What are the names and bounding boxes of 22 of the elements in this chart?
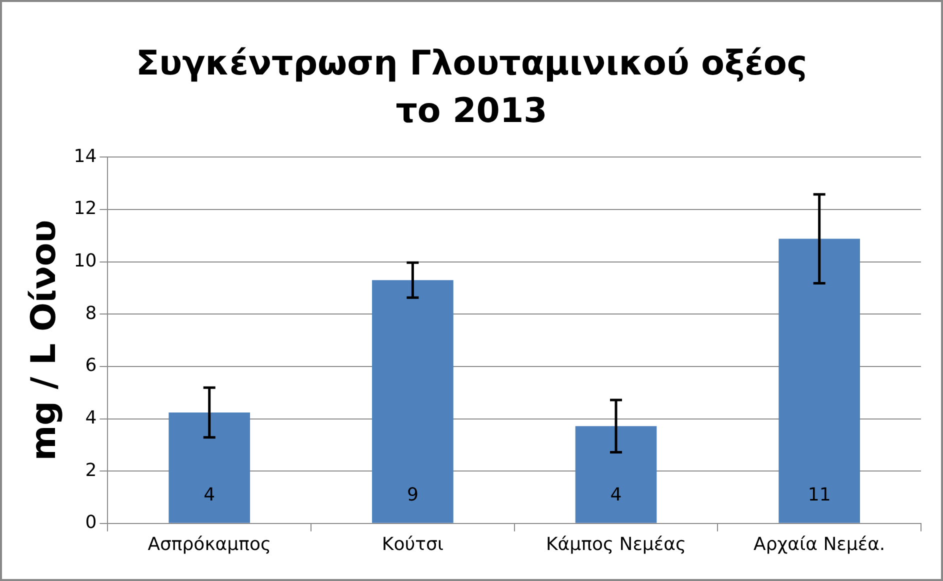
x-tick-label: Ασπρόκαμπος <box>148 534 272 555</box>
chart-title: Συγκέντρωση Γλουταμινικού οξέος το 2013 <box>136 44 808 132</box>
data-label: 11 <box>808 484 831 506</box>
x-tick-label: Αρχαία Νεμέα. <box>754 534 886 555</box>
y-tick-label: 2 <box>85 460 97 481</box>
data-label: 4 <box>610 484 622 506</box>
y-tick-label: 8 <box>85 302 97 324</box>
bar <box>778 238 860 523</box>
data-label: 4 <box>204 484 216 506</box>
data-label: 9 <box>406 484 418 506</box>
bar <box>372 280 454 523</box>
x-tick-label: Κάμπος Νεμέας <box>546 534 686 555</box>
x-tick-label: Κούτσι <box>382 534 444 555</box>
y-axis-title: mg / L Οίνου <box>24 220 64 461</box>
bar <box>575 426 657 523</box>
y-tick-label: 6 <box>85 355 97 376</box>
y-tick-label: 10 <box>74 250 97 272</box>
y-tick-label: 4 <box>85 407 97 428</box>
bar <box>168 412 250 523</box>
y-tick-label: 0 <box>85 512 97 534</box>
y-tick-label: 12 <box>74 198 97 220</box>
y-tick-label: 14 <box>74 146 97 167</box>
